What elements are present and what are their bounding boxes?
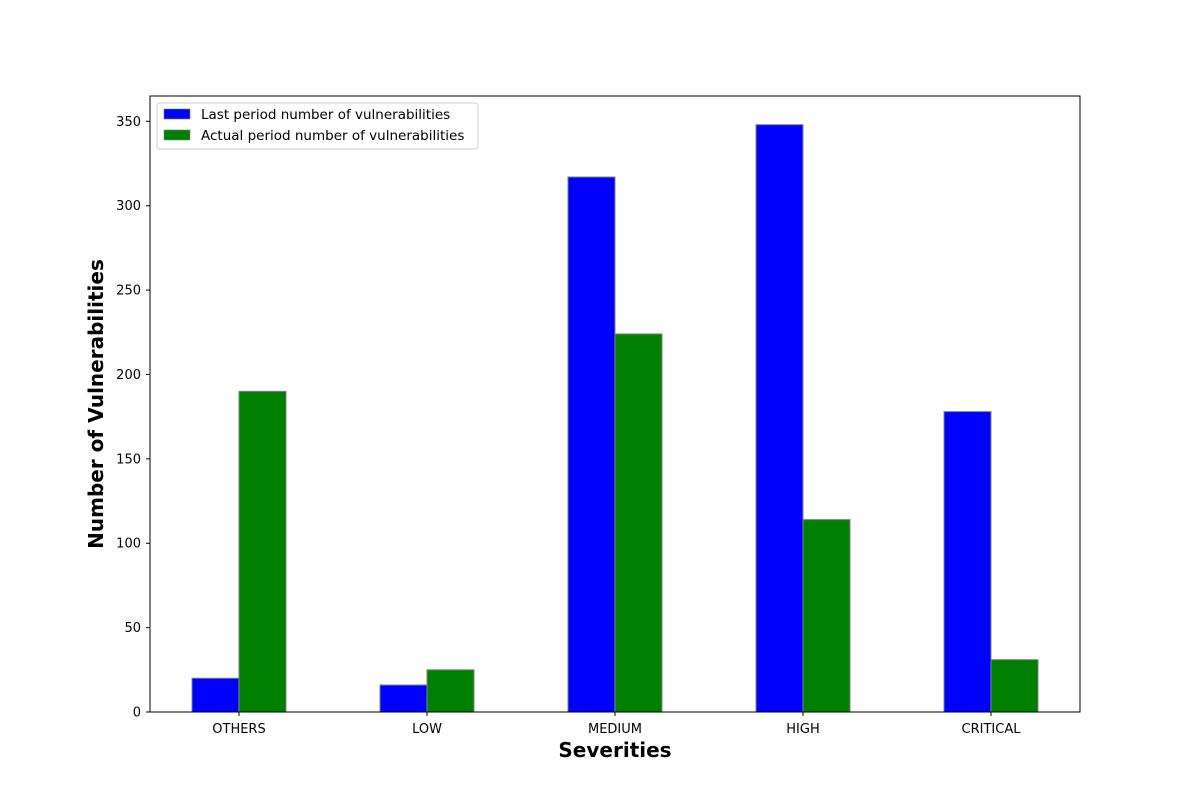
- legend-entry: Actual period number of vulnerabilities: [163, 128, 464, 144]
- bars-group: [191, 124, 1039, 713]
- x-tick-label: LOW: [412, 722, 442, 737]
- bar: [943, 411, 992, 713]
- legend: Last period number of vulnerabilities Ac…: [156, 102, 479, 150]
- legend-entry: Last period number of vulnerabilities: [163, 107, 450, 123]
- y-tick-label: 0: [133, 706, 141, 721]
- legend-box: [156, 102, 479, 150]
- legend-swatch: [163, 108, 191, 120]
- x-tick-label: CRITICAL: [962, 722, 1022, 737]
- y-axis-title: Number of Vulnerabilities: [84, 259, 108, 549]
- legend-label: Last period number of vulnerabilities: [201, 107, 450, 123]
- y-tick-label: 200: [116, 368, 141, 383]
- bar: [191, 677, 240, 713]
- bar: [567, 176, 616, 713]
- bar: [379, 684, 428, 713]
- x-axis-title: Severities: [558, 738, 671, 762]
- bar: [614, 333, 663, 713]
- y-tick-label: 250: [116, 284, 141, 299]
- bar: [426, 669, 475, 713]
- bar: [755, 124, 804, 713]
- x-tick-label: MEDIUM: [588, 722, 642, 737]
- y-tick-label: 150: [116, 452, 141, 467]
- legend-label: Actual period number of vulnerabilities: [201, 128, 464, 144]
- bar: [990, 659, 1039, 713]
- x-tick-label: HIGH: [786, 722, 819, 737]
- x-tick-label: OTHERS: [212, 722, 265, 737]
- y-tick-label: 350: [116, 115, 141, 130]
- bar: [238, 390, 287, 713]
- x-axis: OTHERS LOW MEDIUM HIGH CRITICAL: [212, 712, 1021, 737]
- y-axis: 0 50 100 150 200 250 300 350: [116, 115, 150, 721]
- y-tick-label: 100: [116, 537, 141, 552]
- bar: [802, 519, 851, 713]
- legend-swatch: [163, 129, 191, 141]
- y-tick-label: 300: [116, 199, 141, 214]
- y-tick-label: 50: [124, 621, 141, 636]
